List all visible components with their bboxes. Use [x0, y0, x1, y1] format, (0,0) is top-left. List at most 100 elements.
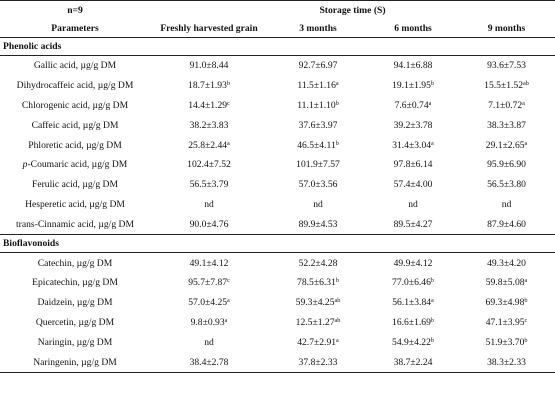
significance-letter: c — [227, 99, 230, 107]
col-header-6-months: 6 months — [368, 19, 458, 38]
value-cell: 38.7±2.24 — [368, 352, 458, 373]
value-cell: 57.4±4.00 — [393, 179, 433, 191]
value-cell: 49.1±4.12 — [189, 257, 229, 269]
value-cell: 49.3±4.20 — [487, 257, 526, 269]
table-row: Naringenin, µg/g DM 38.4±2.78 37.8±2.33 38.… — [0, 352, 555, 373]
value-cell: 90.0±4.76 — [189, 218, 229, 230]
section-header-row: Bioflavonoids — [0, 234, 555, 254]
significance-letter: a — [335, 80, 339, 88]
value-cell: 94.1±6.88 — [393, 60, 433, 72]
table-row: Caffeic acid, µg/g DM 38.2±3.83 37.6±3.97 3… — [0, 115, 555, 135]
value-cell: 59.3±4.25ab — [295, 297, 341, 309]
value-cell: 56.1±3.84a — [392, 297, 434, 309]
value-cell: 39.2±3.78 — [393, 119, 433, 131]
parameter-label: Gallic acid, µg/g DM — [33, 60, 117, 72]
significance-letter: a — [522, 99, 525, 107]
value-cell: 89.5±4.27 — [393, 218, 433, 230]
storage-time-table: n=9 Storage time (S) Parameters Freshly … — [0, 0, 555, 373]
significance-letter: a — [428, 99, 432, 107]
storage-time-label: Storage time (S) — [150, 0, 555, 19]
value-cell: 49.9±4.12 — [393, 257, 433, 269]
table-row: Gallic acid, µg/g DM 91.0±8.44 92.7±6.97 94… — [0, 56, 555, 76]
parameter-label: Catechin, µg/g DM — [37, 257, 113, 269]
value-cell: 19.1±1.95b — [392, 80, 434, 92]
significance-letter: b — [430, 336, 434, 344]
value-cell: 11.1±1.10b — [297, 99, 339, 111]
value-cell: 95.9±6.90 — [487, 159, 526, 171]
value-cell: 16.6±1.69b — [392, 316, 434, 328]
significance-letter: b — [430, 80, 434, 88]
parameter-label: Ferulic acid, µg/g DM — [32, 179, 118, 191]
col-header-parameters: Parameters — [0, 19, 150, 38]
col-header-9-months: 9 months — [458, 19, 555, 38]
value-cell: 38.2±3.83 — [189, 119, 229, 131]
significance-letter: b — [430, 316, 434, 324]
table-row: p-Coumaric acid, µg/g DM 102.4±7.52 101.9±… — [0, 155, 555, 175]
value-cell: 38.4±2.78 — [150, 352, 268, 373]
table-row: Catechin, µg/g DM 49.1±4.12 52.2±4.28 49.9±… — [0, 253, 555, 273]
parameter-label: Chlorogenic acid, µg/g DM — [21, 99, 129, 111]
value-cell: 38.3±2.33 — [458, 352, 555, 373]
value-cell: 25.8±2.44a — [188, 139, 230, 151]
value-cell: 7.6±0.74a — [394, 99, 432, 111]
significance-letter: ab — [334, 297, 341, 305]
parameter-label: Dihydrocaffeic acid, µg/g DM — [16, 80, 134, 92]
value-cell: 37.6±3.97 — [298, 119, 338, 131]
value-cell: 29.1±2.65a — [485, 139, 528, 151]
value-cell: 51.9±3.70b — [485, 336, 528, 348]
value-cell: 59.8±5.08a — [485, 277, 528, 289]
value-cell: 46.5±4.11b — [297, 139, 339, 151]
value-cell: 52.2±4.28 — [298, 257, 338, 269]
significance-letter: a — [431, 297, 434, 305]
parameter-label: Caffeic acid, µg/g DM — [31, 119, 119, 131]
value-cell: 56.5±3.79 — [189, 179, 229, 191]
value-cell: 102.4±7.52 — [187, 159, 231, 171]
value-cell: nd — [313, 198, 323, 210]
value-cell: nd — [501, 198, 512, 210]
significance-letter: a — [224, 316, 228, 324]
significance-letter: b — [335, 277, 339, 285]
significance-letter: ab — [523, 80, 529, 88]
section-title: Bioflavonoids — [0, 234, 555, 254]
table-row: Epicatechin, µg/g DM 95.7±7.87c 78.5±6.31b… — [0, 273, 555, 293]
table-row: Daidzein, µg/g DM 57.0±4.25a 59.3±4.25ab 56… — [0, 293, 555, 313]
table-row: trans-Cinnamic acid, µg/g DM 90.0±4.76 89.… — [0, 214, 555, 234]
table-row: Dihydrocaffeic acid, µg/g DM 18.7±1.93b 11… — [0, 76, 555, 96]
parameter-label: p-Coumaric acid, µg/g DM — [22, 159, 128, 171]
significance-letter: b — [226, 80, 230, 88]
significance-letter: ab — [334, 316, 341, 324]
table-row: Phloretic acid, µg/g DM 25.8±2.44a 46.5±4.… — [0, 135, 555, 155]
significance-letter: a — [227, 297, 230, 305]
parameter-label: Daidzein, µg/g DM — [37, 297, 113, 309]
section-header-row: Phenolic acids — [0, 37, 555, 56]
significance-letter: b — [335, 139, 339, 147]
value-cell: 47.1±3.95c — [485, 316, 528, 328]
parameter-label: trans-Cinnamic acid, µg/g DM — [16, 218, 134, 230]
significance-letter: a — [524, 277, 528, 285]
value-cell: 97.8±6.14 — [393, 159, 433, 171]
table-row: Hesperetic acid, µg/g DM nd nd nd nd — [0, 195, 555, 215]
parameter-label: Epicatechin, µg/g DM — [32, 277, 118, 289]
parameter-label: Naringin, µg/g DM — [37, 336, 113, 348]
value-cell: 15.5±1.52ab — [484, 80, 529, 92]
table-row: Chlorogenic acid, µg/g DM 14.4±1.29c 11.1±… — [0, 96, 555, 116]
value-cell: 87.9±4.60 — [487, 218, 526, 230]
header-row-top: n=9 Storage time (S) — [0, 0, 555, 19]
col-header-3-months: 3 months — [268, 19, 368, 38]
significance-letter: c — [227, 277, 230, 285]
parameter-label: Phloretic acid, µg/g DM — [28, 139, 122, 151]
value-cell: 93.6±7.53 — [487, 60, 526, 72]
significance-letter: c — [524, 316, 528, 324]
value-cell: 56.5±3.80 — [487, 179, 526, 191]
value-cell: 38.3±3.87 — [487, 119, 526, 131]
section-title: Phenolic acids — [0, 37, 555, 56]
col-header-fresh: Freshly harvested grain — [150, 19, 268, 38]
parameter-label: Quercetin, µg/g DM — [35, 316, 115, 328]
value-cell: 42.7±2.91a — [297, 336, 339, 348]
table-row: Ferulic acid, µg/g DM 56.5±3.79 57.0±3.56 5… — [0, 175, 555, 195]
value-cell: 14.4±1.29c — [188, 99, 230, 111]
value-cell: 57.0±4.25a — [188, 297, 230, 309]
value-cell: nd — [204, 198, 214, 210]
value-cell: 57.0±3.56 — [298, 179, 338, 191]
significance-letter: b — [524, 336, 528, 344]
